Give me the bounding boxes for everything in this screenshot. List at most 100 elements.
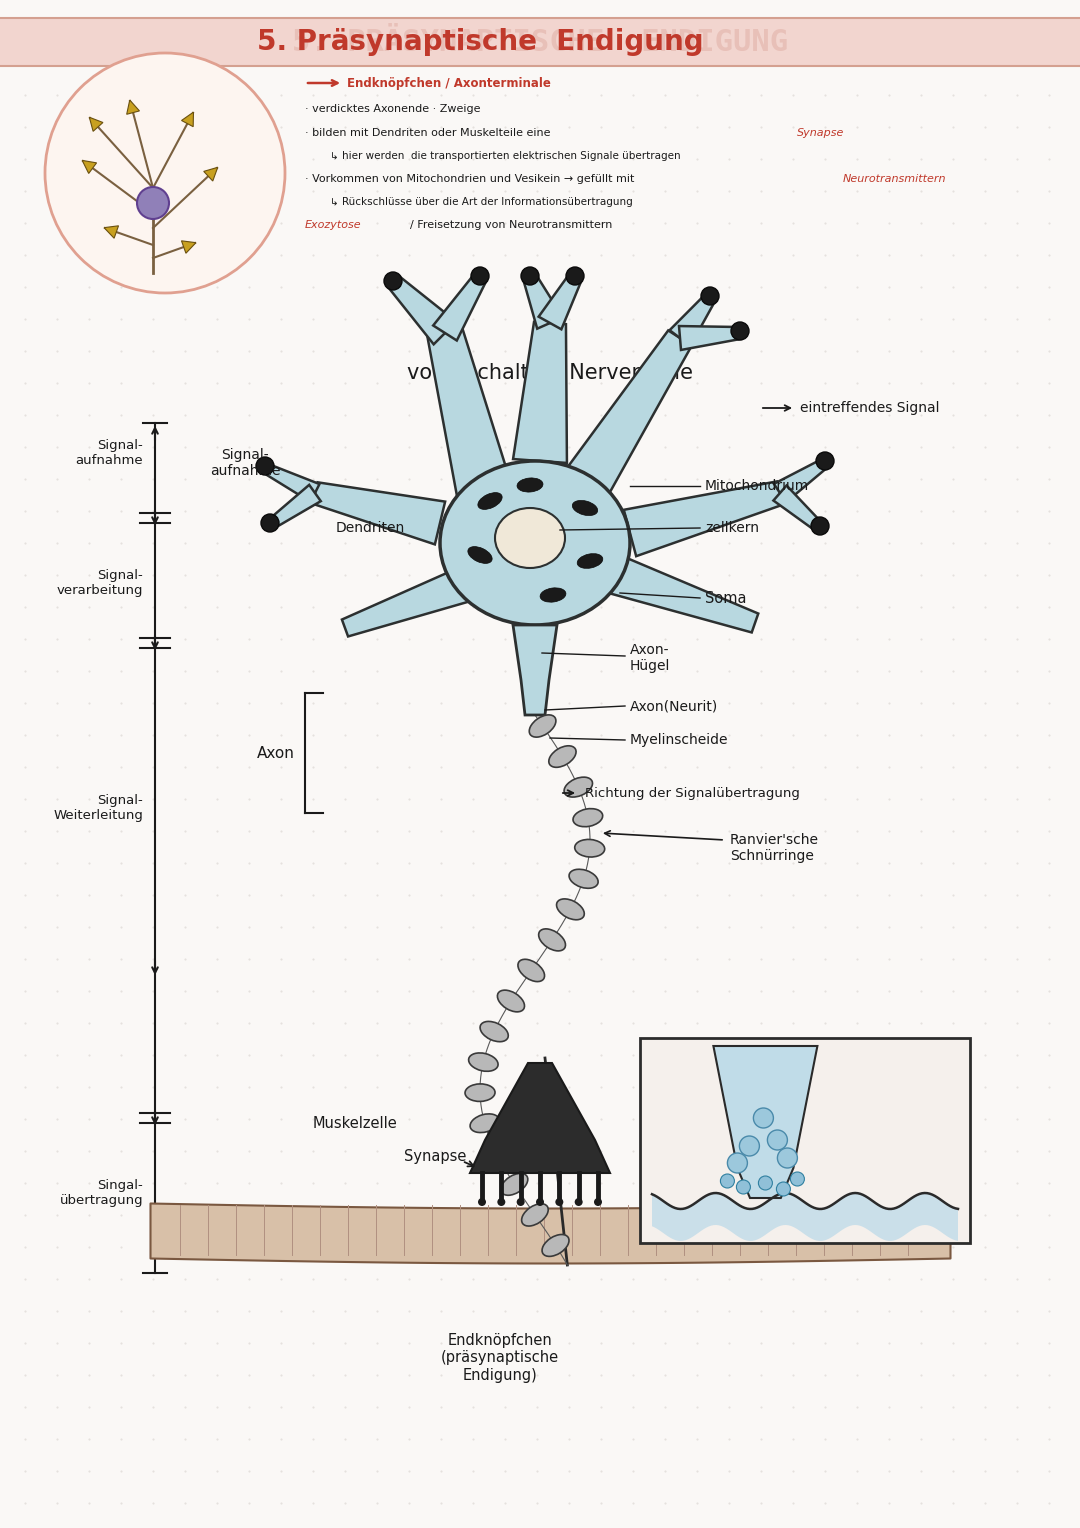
Ellipse shape: [495, 507, 565, 568]
Polygon shape: [262, 463, 320, 501]
Text: · verdicktes Axonende · Zweige: · verdicktes Axonende · Zweige: [305, 104, 481, 113]
Text: Signal-
verarbeitung: Signal- verarbeitung: [56, 568, 143, 597]
Polygon shape: [624, 481, 783, 556]
Text: Signal-
aufnahme: Signal- aufnahme: [210, 448, 280, 478]
Circle shape: [777, 1183, 791, 1196]
Circle shape: [555, 1198, 564, 1206]
Text: eintreffendes Signal: eintreffendes Signal: [800, 400, 940, 416]
Circle shape: [594, 1198, 602, 1206]
Ellipse shape: [577, 553, 603, 568]
Circle shape: [384, 272, 402, 290]
Circle shape: [471, 267, 489, 286]
Ellipse shape: [575, 839, 605, 857]
Polygon shape: [342, 565, 475, 637]
Circle shape: [256, 457, 274, 475]
Text: Signal-
Weiterleitung: Signal- Weiterleitung: [53, 795, 143, 822]
Ellipse shape: [556, 898, 584, 920]
Ellipse shape: [518, 960, 544, 981]
Circle shape: [791, 1172, 805, 1186]
Text: Exozytose: Exozytose: [305, 220, 362, 229]
Circle shape: [516, 1198, 525, 1206]
Ellipse shape: [465, 1083, 495, 1102]
Polygon shape: [564, 330, 692, 500]
Polygon shape: [312, 483, 445, 544]
Ellipse shape: [564, 778, 593, 798]
Text: · bilden mit Dendriten oder Muskelteile eine: · bilden mit Dendriten oder Muskelteile …: [305, 128, 554, 138]
Bar: [0, 18, 1080, 66]
Circle shape: [720, 1174, 734, 1187]
Circle shape: [740, 1135, 759, 1157]
Polygon shape: [126, 99, 139, 115]
Circle shape: [816, 452, 834, 471]
Ellipse shape: [549, 746, 576, 767]
Text: ↳ Rückschlüsse über die Art der Informationsübertragung: ↳ Rückschlüsse über die Art der Informat…: [330, 197, 633, 206]
Ellipse shape: [483, 1143, 511, 1164]
Polygon shape: [539, 275, 581, 330]
Polygon shape: [104, 226, 119, 238]
Polygon shape: [605, 555, 758, 633]
Circle shape: [261, 513, 279, 532]
Ellipse shape: [522, 1204, 549, 1225]
Text: zellkern: zellkern: [705, 521, 759, 535]
Polygon shape: [670, 295, 715, 345]
Ellipse shape: [477, 492, 502, 509]
Text: Synapse: Synapse: [797, 128, 845, 138]
Circle shape: [811, 516, 829, 535]
Polygon shape: [82, 160, 96, 174]
Polygon shape: [774, 458, 827, 503]
Ellipse shape: [501, 1174, 528, 1195]
Circle shape: [521, 267, 539, 286]
Text: Axon: Axon: [257, 746, 295, 761]
Ellipse shape: [440, 461, 630, 625]
Text: vorgeschaltete Nervenzelle: vorgeschaltete Nervenzelle: [407, 364, 693, 384]
Polygon shape: [524, 275, 563, 329]
Circle shape: [478, 1198, 486, 1206]
Ellipse shape: [573, 808, 603, 827]
Text: Ranvier'sche
Schnürringe: Ranvier'sche Schnürringe: [730, 833, 819, 863]
Circle shape: [754, 1108, 773, 1128]
FancyBboxPatch shape: [640, 1038, 970, 1242]
Polygon shape: [181, 112, 193, 127]
Text: Muskelzelle: Muskelzelle: [312, 1115, 397, 1131]
Circle shape: [701, 287, 719, 306]
Circle shape: [536, 1198, 544, 1206]
Ellipse shape: [569, 869, 598, 888]
Circle shape: [728, 1154, 747, 1174]
Polygon shape: [773, 486, 823, 532]
Text: Soma: Soma: [705, 590, 746, 605]
Polygon shape: [90, 118, 103, 131]
Polygon shape: [181, 241, 195, 254]
Text: Singal-
übertragung: Singal- übertragung: [59, 1180, 143, 1207]
Text: Axon-
Hügel: Axon- Hügel: [630, 643, 671, 674]
Circle shape: [137, 186, 168, 219]
Text: Neurotransmittern: Neurotransmittern: [843, 174, 946, 183]
Circle shape: [768, 1131, 787, 1151]
Circle shape: [566, 267, 584, 286]
Text: 5. Präsynaptische  Endigung: 5. Präsynaptische Endigung: [257, 28, 703, 57]
Polygon shape: [267, 484, 321, 529]
Text: Axon(Neurit): Axon(Neurit): [630, 698, 718, 714]
Text: Myelinscheide: Myelinscheide: [630, 733, 729, 747]
Text: Endknöpfchen / Axonterminale: Endknöpfchen / Axonterminale: [347, 76, 551, 90]
Circle shape: [737, 1180, 751, 1193]
Circle shape: [575, 1198, 583, 1206]
Text: ↳ hier werden  die transportierten elektrischen Signale übertragen: ↳ hier werden die transportierten elektr…: [330, 151, 680, 160]
Polygon shape: [428, 329, 512, 501]
Text: Synapse: Synapse: [404, 1149, 467, 1163]
Polygon shape: [513, 625, 557, 715]
Ellipse shape: [517, 478, 543, 492]
Polygon shape: [714, 1047, 818, 1198]
Circle shape: [497, 1198, 505, 1206]
Text: / Freisetzung von Neurotransmittern: / Freisetzung von Neurotransmittern: [410, 220, 612, 229]
Ellipse shape: [542, 1235, 569, 1256]
Polygon shape: [513, 322, 567, 463]
Ellipse shape: [539, 929, 566, 950]
Ellipse shape: [498, 990, 525, 1012]
Ellipse shape: [470, 1114, 499, 1132]
Polygon shape: [470, 1063, 610, 1174]
Text: · Vorkommen von Mitochondrien und Vesikein → gefüllt mit: · Vorkommen von Mitochondrien und Vesike…: [305, 174, 638, 183]
Text: Mitochondrium: Mitochondrium: [705, 478, 809, 494]
Ellipse shape: [469, 1053, 498, 1071]
Text: Signal-
aufnahme: Signal- aufnahme: [76, 439, 143, 468]
Ellipse shape: [529, 715, 556, 736]
